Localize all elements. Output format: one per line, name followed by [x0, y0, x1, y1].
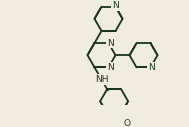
Text: N: N — [107, 39, 114, 48]
Text: NH: NH — [95, 75, 108, 84]
Text: N: N — [107, 63, 114, 72]
Text: N: N — [112, 1, 119, 10]
Text: O: O — [124, 119, 131, 127]
Text: N: N — [148, 63, 155, 72]
